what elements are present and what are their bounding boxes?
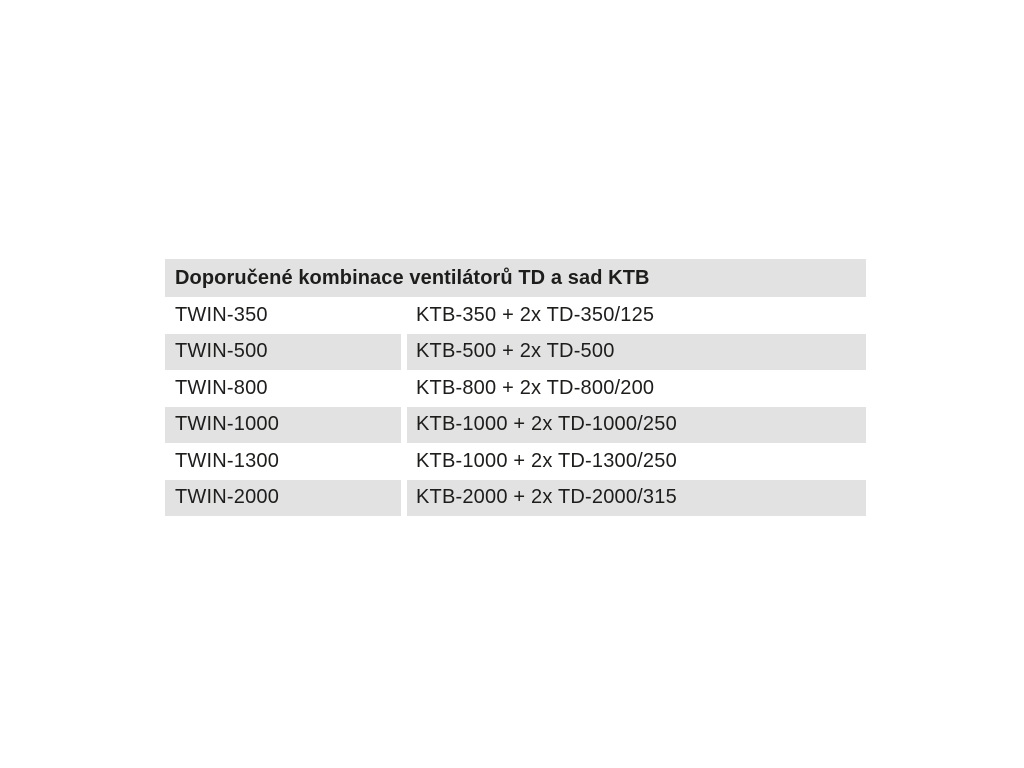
- combination-cell: KTB-1000 + 2x TD-1300/250: [407, 443, 866, 480]
- combination-cell: KTB-500 + 2x TD-500: [407, 333, 866, 370]
- combination-cell: KTB-800 + 2x TD-800/200: [407, 370, 866, 407]
- table-row: TWIN-500 KTB-500 + 2x TD-500: [165, 333, 866, 370]
- combination-cell: KTB-1000 + 2x TD-1000/250: [407, 406, 866, 443]
- table-row: TWIN-1300 KTB-1000 + 2x TD-1300/250: [165, 443, 866, 480]
- model-cell: TWIN-350: [165, 297, 401, 334]
- combination-cell: KTB-350 + 2x TD-350/125: [407, 297, 866, 334]
- model-cell: TWIN-1300: [165, 443, 401, 480]
- table-row: TWIN-2000 KTB-2000 + 2x TD-2000/315: [165, 479, 866, 516]
- column-divider: [401, 479, 407, 516]
- column-divider: [401, 333, 407, 370]
- column-divider: [401, 443, 407, 480]
- column-divider: [401, 370, 407, 407]
- column-divider: [401, 297, 407, 334]
- table-row: TWIN-1000 KTB-1000 + 2x TD-1000/250: [165, 406, 866, 443]
- column-divider: [401, 406, 407, 443]
- combination-cell: KTB-2000 + 2x TD-2000/315: [407, 479, 866, 516]
- model-cell: TWIN-800: [165, 370, 401, 407]
- model-cell: TWIN-500: [165, 333, 401, 370]
- fan-combination-table: Doporučené kombinace ventilátorů TD a sa…: [165, 259, 866, 516]
- model-cell: TWIN-2000: [165, 479, 401, 516]
- table-title: Doporučené kombinace ventilátorů TD a sa…: [165, 259, 866, 297]
- table-row: TWIN-350 KTB-350 + 2x TD-350/125: [165, 297, 866, 334]
- table-row: TWIN-800 KTB-800 + 2x TD-800/200: [165, 370, 866, 407]
- model-cell: TWIN-1000: [165, 406, 401, 443]
